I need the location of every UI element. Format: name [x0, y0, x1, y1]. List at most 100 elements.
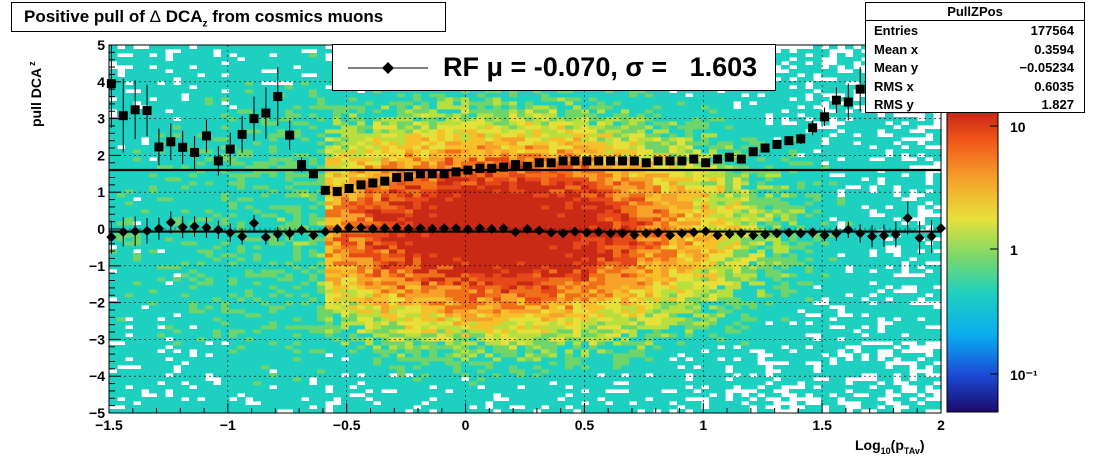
heatmap-cell	[277, 177, 286, 182]
heatmap-cell	[421, 185, 430, 190]
heatmap-cell	[397, 141, 406, 146]
heatmap-cell	[373, 125, 382, 130]
heatmap-cell	[293, 177, 302, 182]
heatmap-cell	[333, 277, 342, 282]
heatmap-cell	[277, 333, 286, 338]
heatmap-cell	[557, 89, 566, 94]
heatmap-cell	[277, 117, 286, 122]
heatmap-cell	[197, 253, 206, 258]
heatmap-cell	[301, 137, 310, 142]
heatmap-cell	[557, 113, 566, 118]
heatmap-cell	[301, 217, 310, 222]
heatmap-cell	[301, 373, 310, 378]
heatmap-cell	[229, 389, 238, 394]
heatmap-cell	[125, 181, 134, 186]
heatmap-cell	[405, 357, 414, 362]
heatmap-cell	[309, 353, 318, 358]
heatmap-cell	[429, 113, 438, 118]
heatmap-cell	[357, 141, 366, 146]
heatmap-cell	[117, 357, 126, 362]
heatmap-cell	[525, 213, 534, 218]
heatmap-cell	[421, 181, 430, 186]
heatmap-cell	[413, 197, 422, 202]
heatmap-cell	[349, 285, 358, 290]
heatmap-cell	[285, 169, 294, 174]
heatmap-cell	[373, 385, 382, 390]
heatmap-cell	[133, 341, 142, 346]
heatmap-cell	[485, 217, 494, 222]
heatmap-cell	[333, 265, 342, 270]
heatmap-cell	[485, 397, 494, 402]
heatmap-cell	[261, 201, 270, 206]
heatmap-cell	[485, 181, 494, 186]
heatmap-cell	[445, 305, 454, 310]
heatmap-cell	[205, 269, 214, 274]
heatmap-cell	[397, 225, 406, 230]
heatmap-cell	[541, 97, 550, 102]
heatmap-cell	[541, 325, 550, 330]
heatmap-cell	[173, 193, 182, 198]
heatmap-cell	[445, 145, 454, 150]
heatmap-cell	[381, 245, 390, 250]
heatmap-cell	[285, 365, 294, 370]
heatmap-cell	[413, 181, 422, 186]
heatmap-cell	[525, 361, 534, 366]
heatmap-cell	[477, 249, 486, 254]
heatmap-cell	[277, 185, 286, 190]
heatmap-cell	[197, 177, 206, 182]
heatmap-cell	[557, 309, 566, 314]
heatmap-cell	[109, 225, 118, 230]
heatmap-cell	[533, 401, 542, 406]
heatmap-cell	[341, 349, 350, 354]
heatmap-cell	[269, 333, 278, 338]
heatmap-cell	[245, 141, 254, 146]
heatmap-cell	[405, 197, 414, 202]
heatmap-cell	[445, 217, 454, 222]
heatmap-cell	[253, 253, 262, 258]
heatmap-cell	[205, 141, 214, 146]
heatmap-cell	[445, 265, 454, 270]
heatmap-cell	[485, 109, 494, 114]
heatmap-cell	[389, 329, 398, 334]
heatmap-cell	[141, 157, 150, 162]
heatmap-cell	[229, 141, 238, 146]
heatmap-cell	[165, 113, 174, 118]
heatmap-cell	[373, 233, 382, 238]
heatmap-cell	[213, 353, 222, 358]
heatmap-cell	[413, 193, 422, 198]
heatmap-cell	[229, 305, 238, 310]
heatmap-cell	[277, 141, 286, 146]
heatmap-cell	[381, 269, 390, 274]
heatmap-cell	[285, 221, 294, 226]
heatmap-cell	[349, 105, 358, 110]
heatmap-cell	[453, 321, 462, 326]
heatmap-cell	[221, 377, 230, 382]
heatmap-cell	[373, 361, 382, 366]
heatmap-cell	[149, 73, 158, 78]
heatmap-cell	[365, 157, 374, 162]
heatmap-cell	[197, 361, 206, 366]
heatmap-cell	[277, 305, 286, 310]
heatmap-cell	[341, 165, 350, 170]
heatmap-cell	[141, 409, 150, 414]
heatmap-cell	[485, 197, 494, 202]
heatmap-cell	[165, 145, 174, 150]
heatmap-cell	[525, 389, 534, 394]
heatmap-cell	[277, 385, 286, 390]
heatmap-cell	[277, 257, 286, 262]
heatmap-cell	[493, 265, 502, 270]
heatmap-cell	[525, 157, 534, 162]
heatmap-cell	[149, 353, 158, 358]
heatmap-cell	[253, 265, 262, 270]
heatmap-cell	[453, 373, 462, 378]
heatmap-cell	[549, 237, 558, 242]
heatmap-cell	[453, 249, 462, 254]
heatmap-cell	[269, 357, 278, 362]
heatmap-cell	[141, 357, 150, 362]
heatmap-cell	[461, 277, 470, 282]
heatmap-cell	[277, 57, 286, 62]
heatmap-cell	[229, 69, 238, 74]
heatmap-cell	[541, 201, 550, 206]
heatmap-cell	[517, 89, 526, 94]
heatmap-cell	[389, 321, 398, 326]
